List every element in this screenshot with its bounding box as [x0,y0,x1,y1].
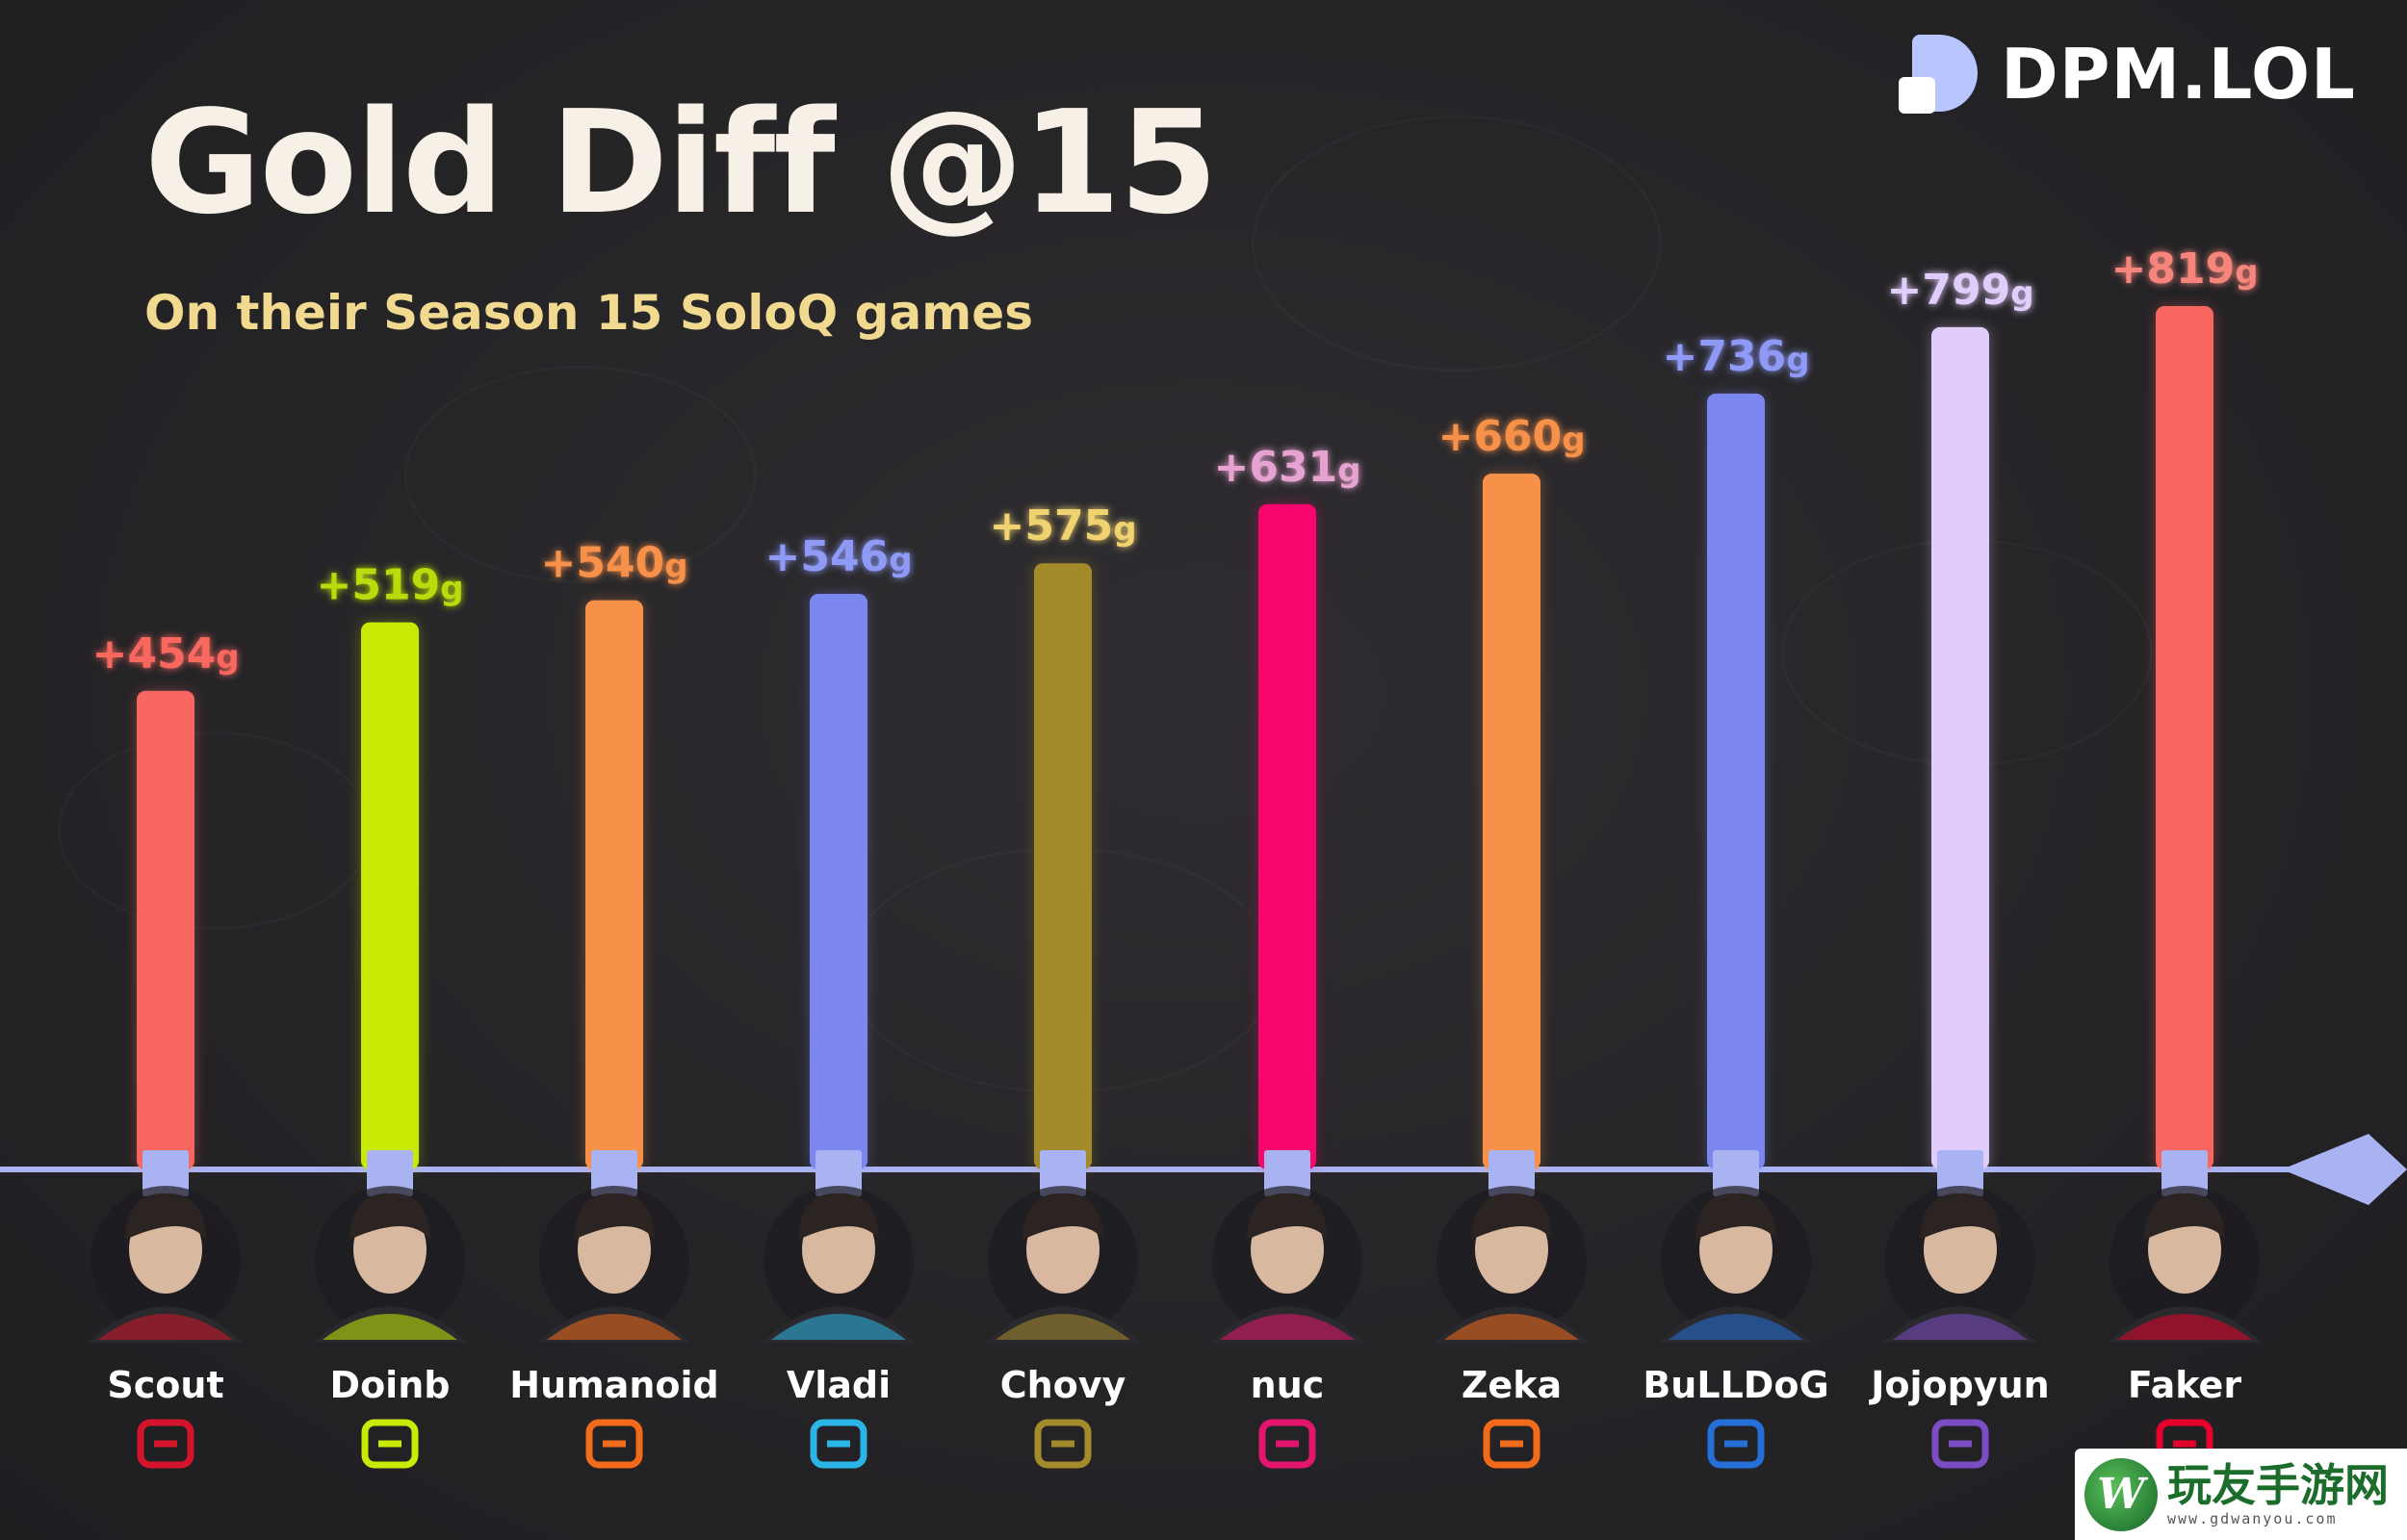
axis-arrow-icon [2282,1134,2407,1205]
player-portrait [1883,1186,2037,1343]
value-label: +546g [764,532,912,581]
gen-g-logo-icon [1034,1419,1092,1469]
dplus-kia-logo-icon [1707,1419,1765,1469]
shifters-logo-icon [1258,1419,1316,1469]
value-label: +540g [540,539,687,588]
player-name: Faker [2128,1364,2241,1406]
bar-doinb [361,622,419,1169]
player-portrait [986,1186,1140,1343]
player-name: BuLLDoG [1643,1364,1828,1406]
player-name: Scout [107,1364,223,1406]
brand-logo: DPM.LOL [1897,31,2356,117]
bar-faker [2156,306,2213,1169]
player-portrait [762,1186,916,1343]
bar-anchor [1937,1150,1983,1196]
site-watermark: W 玩友手游网 www.gdwanyou.com [2075,1449,2407,1540]
value-label: +454g [91,629,239,679]
player-name: Humanoid [509,1364,718,1406]
bar-anchor [815,1150,862,1196]
brand-name: DPM.LOL [2001,34,2356,115]
watermark-title: 玩友手游网 [2167,1459,2389,1512]
value-label: +660g [1437,412,1585,461]
ninjas-in-pyjamas-logo-icon [361,1419,419,1469]
player-portrait [2108,1186,2262,1343]
player-portrait [313,1186,467,1343]
player-name: nuc [1251,1364,1325,1406]
jdg-logo-icon [137,1419,194,1469]
bar-anchor [591,1150,637,1196]
watermark-url: www.gdwanyou.com [2167,1509,2338,1527]
value-label: +519g [316,561,463,610]
bar-anchor [142,1150,189,1196]
chart-title: Gold Diff @15 [144,80,1218,245]
player-name: Doinb [330,1364,451,1406]
fnatic-logo-icon [585,1419,643,1469]
bar-chovy [1034,563,1092,1169]
value-label: +819g [2110,244,2258,294]
player-name: Zeka [1462,1364,1562,1406]
bar-nuc [1258,503,1316,1169]
bar-humanoid [585,600,643,1169]
bar-bulldog [1707,393,1765,1169]
player-portrait [89,1186,243,1343]
bar-anchor [1040,1150,1086,1196]
bar-anchor [1488,1150,1535,1196]
hanwha-life-logo-icon [1483,1419,1540,1469]
value-label: +799g [1886,266,2033,315]
chart-subtitle: On their Season 15 SoloQ games [144,285,1033,341]
value-label: +575g [989,501,1136,551]
karmine-corp-logo-icon [810,1419,867,1469]
bar-anchor [367,1150,413,1196]
bar-anchor [1264,1150,1310,1196]
gdwanyou-logo-icon: W [2084,1457,2158,1531]
bar-jojopyun [1931,326,1989,1169]
bar-zeka [1483,474,1540,1170]
player-portrait [1210,1186,1364,1343]
value-label: +736g [1662,332,1809,381]
koi-logo-icon [1931,1419,1989,1469]
bar-anchor [2161,1150,2208,1196]
bar-scout [137,690,194,1169]
player-portrait [1435,1186,1589,1343]
player-name: Jojopyun [1868,1364,2049,1406]
player-name: Chovy [1000,1364,1126,1406]
bar-vladi [810,594,867,1169]
value-label: +631g [1213,443,1360,492]
dpm-logo-icon [1897,31,1983,117]
player-portrait [1659,1186,1813,1343]
player-name: Vladi [787,1364,891,1406]
bar-anchor [1713,1150,1759,1196]
player-portrait [537,1186,691,1343]
